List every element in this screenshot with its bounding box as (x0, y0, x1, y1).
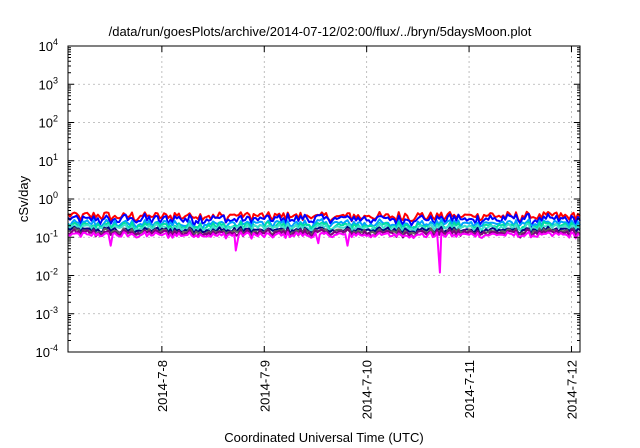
y-tick-label: 10-2 (36, 267, 58, 284)
x-tick-label: 2014-7-8 (155, 360, 170, 412)
y-tick-label: 101 (39, 152, 58, 169)
series-line-9 (67, 230, 581, 274)
y-tick-label: 102 (39, 114, 58, 131)
x-tick-label: 2014-7-12 (564, 360, 579, 419)
x-axis-ticks: 2014-7-8 2014-7-9 2014-7-10 2014-7-11 2014-7… (155, 46, 579, 419)
y-tick-label: 10-1 (36, 228, 58, 245)
x-tick-label: 2014-7-9 (257, 360, 272, 412)
series-line-8 (67, 228, 581, 239)
series-line-5 (67, 222, 581, 234)
x-tick-label: 2014-7-11 (462, 360, 477, 418)
y-axis-label: cSv/day (16, 175, 31, 222)
chart-title: /data/run/goesPlots/archive/2014-07-12/0… (109, 24, 532, 39)
series-layer (67, 210, 581, 274)
x-axis-label: Coordinated Universal Time (UTC) (224, 430, 423, 445)
y-axis-ticks: 10-4 10-3 10-2 10-1 100 101 102 103 104 (36, 37, 580, 360)
y-tick-label: 104 (39, 37, 58, 54)
y-tick-label: 10-3 (36, 305, 58, 322)
y-tick-label: 100 (39, 190, 58, 207)
series-line-2 (67, 212, 581, 228)
grid (68, 46, 580, 352)
x-tick-label: 2014-7-10 (360, 360, 375, 419)
y-tick-label: 10-4 (36, 343, 58, 360)
y-tick-label: 103 (39, 75, 58, 92)
